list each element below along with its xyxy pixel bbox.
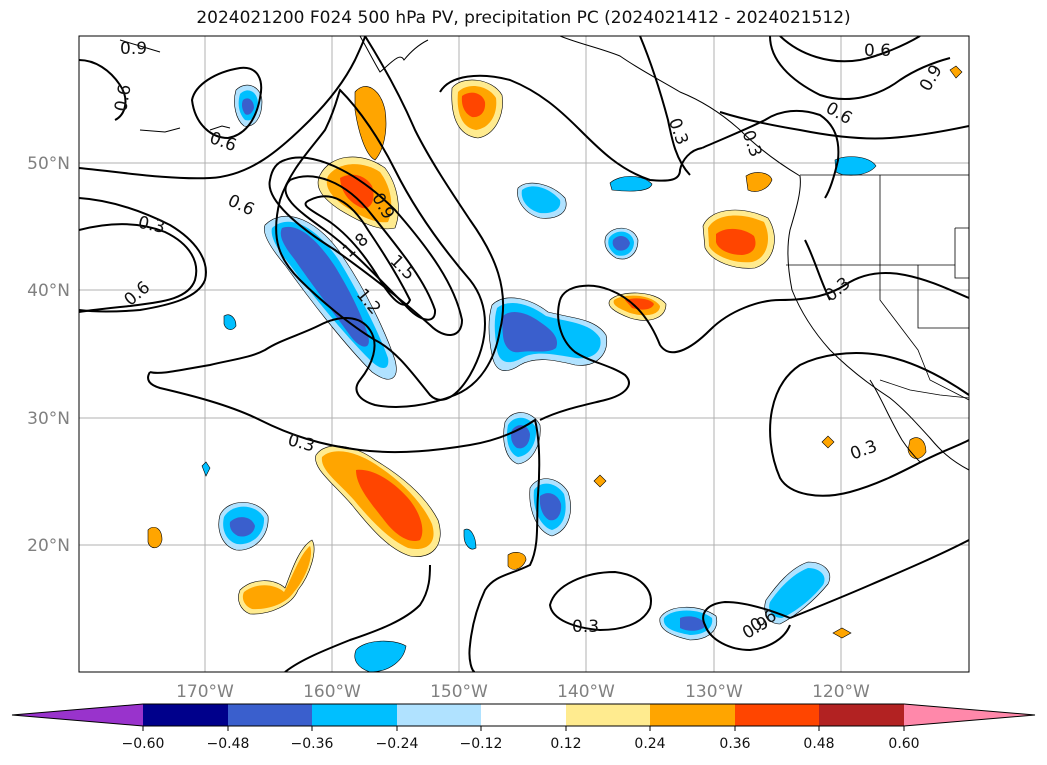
colorbar: −0.60 −0.48 −0.36 −0.24 −0.12 0.12 0.24 0.36 0.4… bbox=[11, 703, 1036, 752]
lat-labels: 50°N 40°N 30°N 20°N bbox=[27, 154, 70, 556]
contour-label: 0.6 bbox=[864, 41, 891, 61]
lon-label: 170°W bbox=[176, 682, 234, 702]
colorbar-extend-min bbox=[12, 704, 143, 726]
colorbar-tick-label: −0.60 bbox=[122, 736, 165, 752]
colorbar-tick-label: −0.12 bbox=[460, 736, 503, 752]
colorbar-extend-max bbox=[904, 704, 1035, 726]
colorbar-segment bbox=[312, 704, 397, 726]
lon-label: 120°W bbox=[812, 682, 870, 702]
contour-label: 0.3 bbox=[572, 617, 599, 637]
colorbar-tick-label: −0.48 bbox=[207, 736, 250, 752]
map-title: 2024021200 F024 500 hPa PV, precipitatio… bbox=[196, 8, 851, 28]
precip-fills bbox=[147, 65, 963, 672]
colorbar-segment bbox=[819, 704, 904, 726]
political-borders bbox=[786, 174, 969, 401]
contour-label: 0.9 bbox=[120, 39, 147, 59]
colorbar-segment bbox=[566, 704, 650, 726]
lon-label: 130°W bbox=[685, 682, 743, 702]
colorbar-tick-label: 0.24 bbox=[634, 736, 665, 752]
lon-label: 160°W bbox=[303, 682, 361, 702]
contour-label: 0.6 bbox=[111, 83, 135, 113]
lat-label: 20°N bbox=[27, 536, 70, 556]
colorbar-segment bbox=[228, 704, 312, 726]
lon-labels: 170°W 160°W 150°W 140°W 130°W 120°W bbox=[176, 682, 870, 702]
colorbar-tick-label: −0.24 bbox=[376, 736, 419, 752]
lat-label: 50°N bbox=[27, 154, 70, 174]
colorbar-segment bbox=[397, 704, 481, 726]
colorbar-tick-label: 0.12 bbox=[550, 736, 581, 752]
lon-label: 150°W bbox=[430, 682, 488, 702]
colorbar-segment bbox=[650, 704, 735, 726]
colorbar-segment bbox=[481, 704, 566, 726]
lat-label: 30°N bbox=[27, 409, 70, 429]
colorbar-segment bbox=[143, 704, 228, 726]
colorbar-tick-label: −0.36 bbox=[291, 736, 334, 752]
map-frame bbox=[78, 35, 970, 673]
lon-label: 140°W bbox=[557, 682, 615, 702]
coastlines bbox=[119, 36, 969, 471]
colorbar-segment bbox=[735, 704, 819, 726]
pv-contours bbox=[79, 36, 969, 672]
lat-label: 40°N bbox=[27, 281, 70, 301]
colorbar-tick-label: 0.60 bbox=[888, 736, 919, 752]
colorbar-tick-label: 0.36 bbox=[719, 736, 750, 752]
colorbar-tick-label: 0.48 bbox=[803, 736, 834, 752]
